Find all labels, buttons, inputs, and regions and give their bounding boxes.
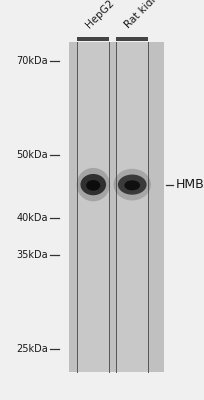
Bar <box>77 42 109 372</box>
Text: 40kDa: 40kDa <box>17 212 48 222</box>
Text: 35kDa: 35kDa <box>17 250 48 260</box>
Bar <box>77 37 109 41</box>
Bar <box>116 37 147 41</box>
Ellipse shape <box>76 168 109 201</box>
Text: Rat kidney: Rat kidney <box>123 0 169 30</box>
Text: 50kDa: 50kDa <box>17 150 48 160</box>
Bar <box>116 42 147 372</box>
Text: 70kDa: 70kDa <box>17 56 48 66</box>
Text: HMBS: HMBS <box>174 178 204 191</box>
Ellipse shape <box>80 174 106 195</box>
Ellipse shape <box>113 169 150 200</box>
Text: HepG2: HepG2 <box>84 0 116 30</box>
Bar <box>68 42 163 372</box>
Ellipse shape <box>124 180 140 190</box>
Ellipse shape <box>86 180 100 191</box>
Ellipse shape <box>117 174 146 195</box>
Text: 25kDa: 25kDa <box>16 344 48 354</box>
